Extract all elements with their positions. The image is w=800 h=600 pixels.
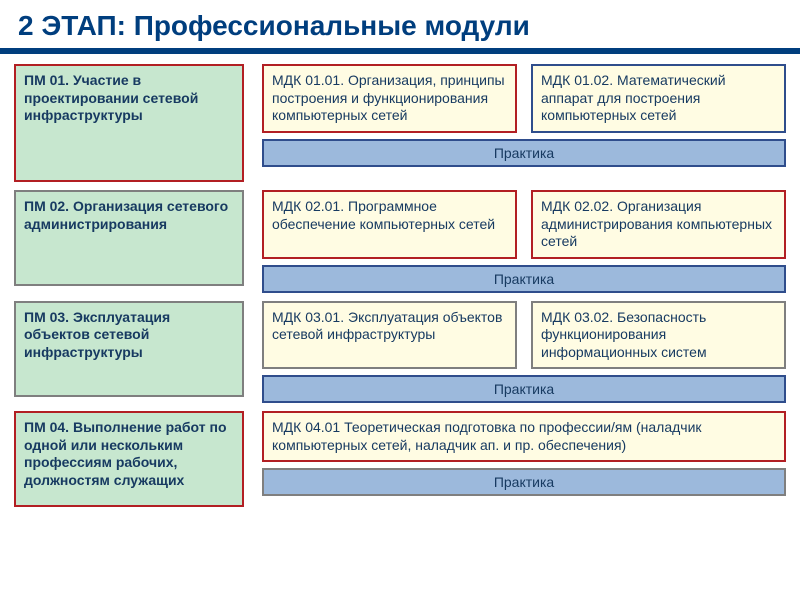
mdk-row: МДК 02.01. Программное обеспечение компь… xyxy=(262,190,786,259)
pm-box-1: ПМ 01. Участие в проектировании сетевой … xyxy=(14,64,244,182)
mdk-box-4-1: МДК 04.01 Теоретическая подготовка по пр… xyxy=(262,411,786,462)
page-title: 2 ЭТАП: Профессиональные модули xyxy=(0,0,800,48)
mdk-box-3-1: МДК 03.01. Эксплуатация объектов сетевой… xyxy=(262,301,517,370)
title-rule xyxy=(0,48,800,54)
module-row-3: МДК 03.01. Эксплуатация объектов сетевой… xyxy=(262,301,786,404)
practice-bar-2: Практика xyxy=(262,265,786,293)
practice-bar-1: Практика xyxy=(262,139,786,167)
mdk-box-1-2: МДК 01.02. Математический аппарат для по… xyxy=(531,64,786,133)
pm-box-2: ПМ 02. Организация сетевого администриро… xyxy=(14,190,244,286)
mdk-box-3-2: МДК 03.02. Безопасность функционирования… xyxy=(531,301,786,370)
practice-bar-3: Практика xyxy=(262,375,786,403)
practice-bar-4: Практика xyxy=(262,468,786,496)
mdk-box-2-2: МДК 02.02. Организация администрирования… xyxy=(531,190,786,259)
mdk-box-2-1: МДК 02.01. Программное обеспечение компь… xyxy=(262,190,517,259)
module-row-2: МДК 02.01. Программное обеспечение компь… xyxy=(262,190,786,293)
pm-box-3: ПМ 03. Эксплуатация объектов сетевой инф… xyxy=(14,301,244,397)
mdk-row: МДК 04.01 Теоретическая подготовка по пр… xyxy=(262,411,786,462)
module-row-4: МДК 04.01 Теоретическая подготовка по пр… xyxy=(262,411,786,507)
mdk-row: МДК 03.01. Эксплуатация объектов сетевой… xyxy=(262,301,786,370)
pm-box-4: ПМ 04. Выполнение работ по одной или нес… xyxy=(14,411,244,507)
module-grid: ПМ 01. Участие в проектировании сетевой … xyxy=(0,64,800,507)
mdk-box-1-1: МДК 01.01. Организация, принципы построе… xyxy=(262,64,517,133)
module-row-1: МДК 01.01. Организация, принципы построе… xyxy=(262,64,786,182)
mdk-row: МДК 01.01. Организация, принципы построе… xyxy=(262,64,786,133)
